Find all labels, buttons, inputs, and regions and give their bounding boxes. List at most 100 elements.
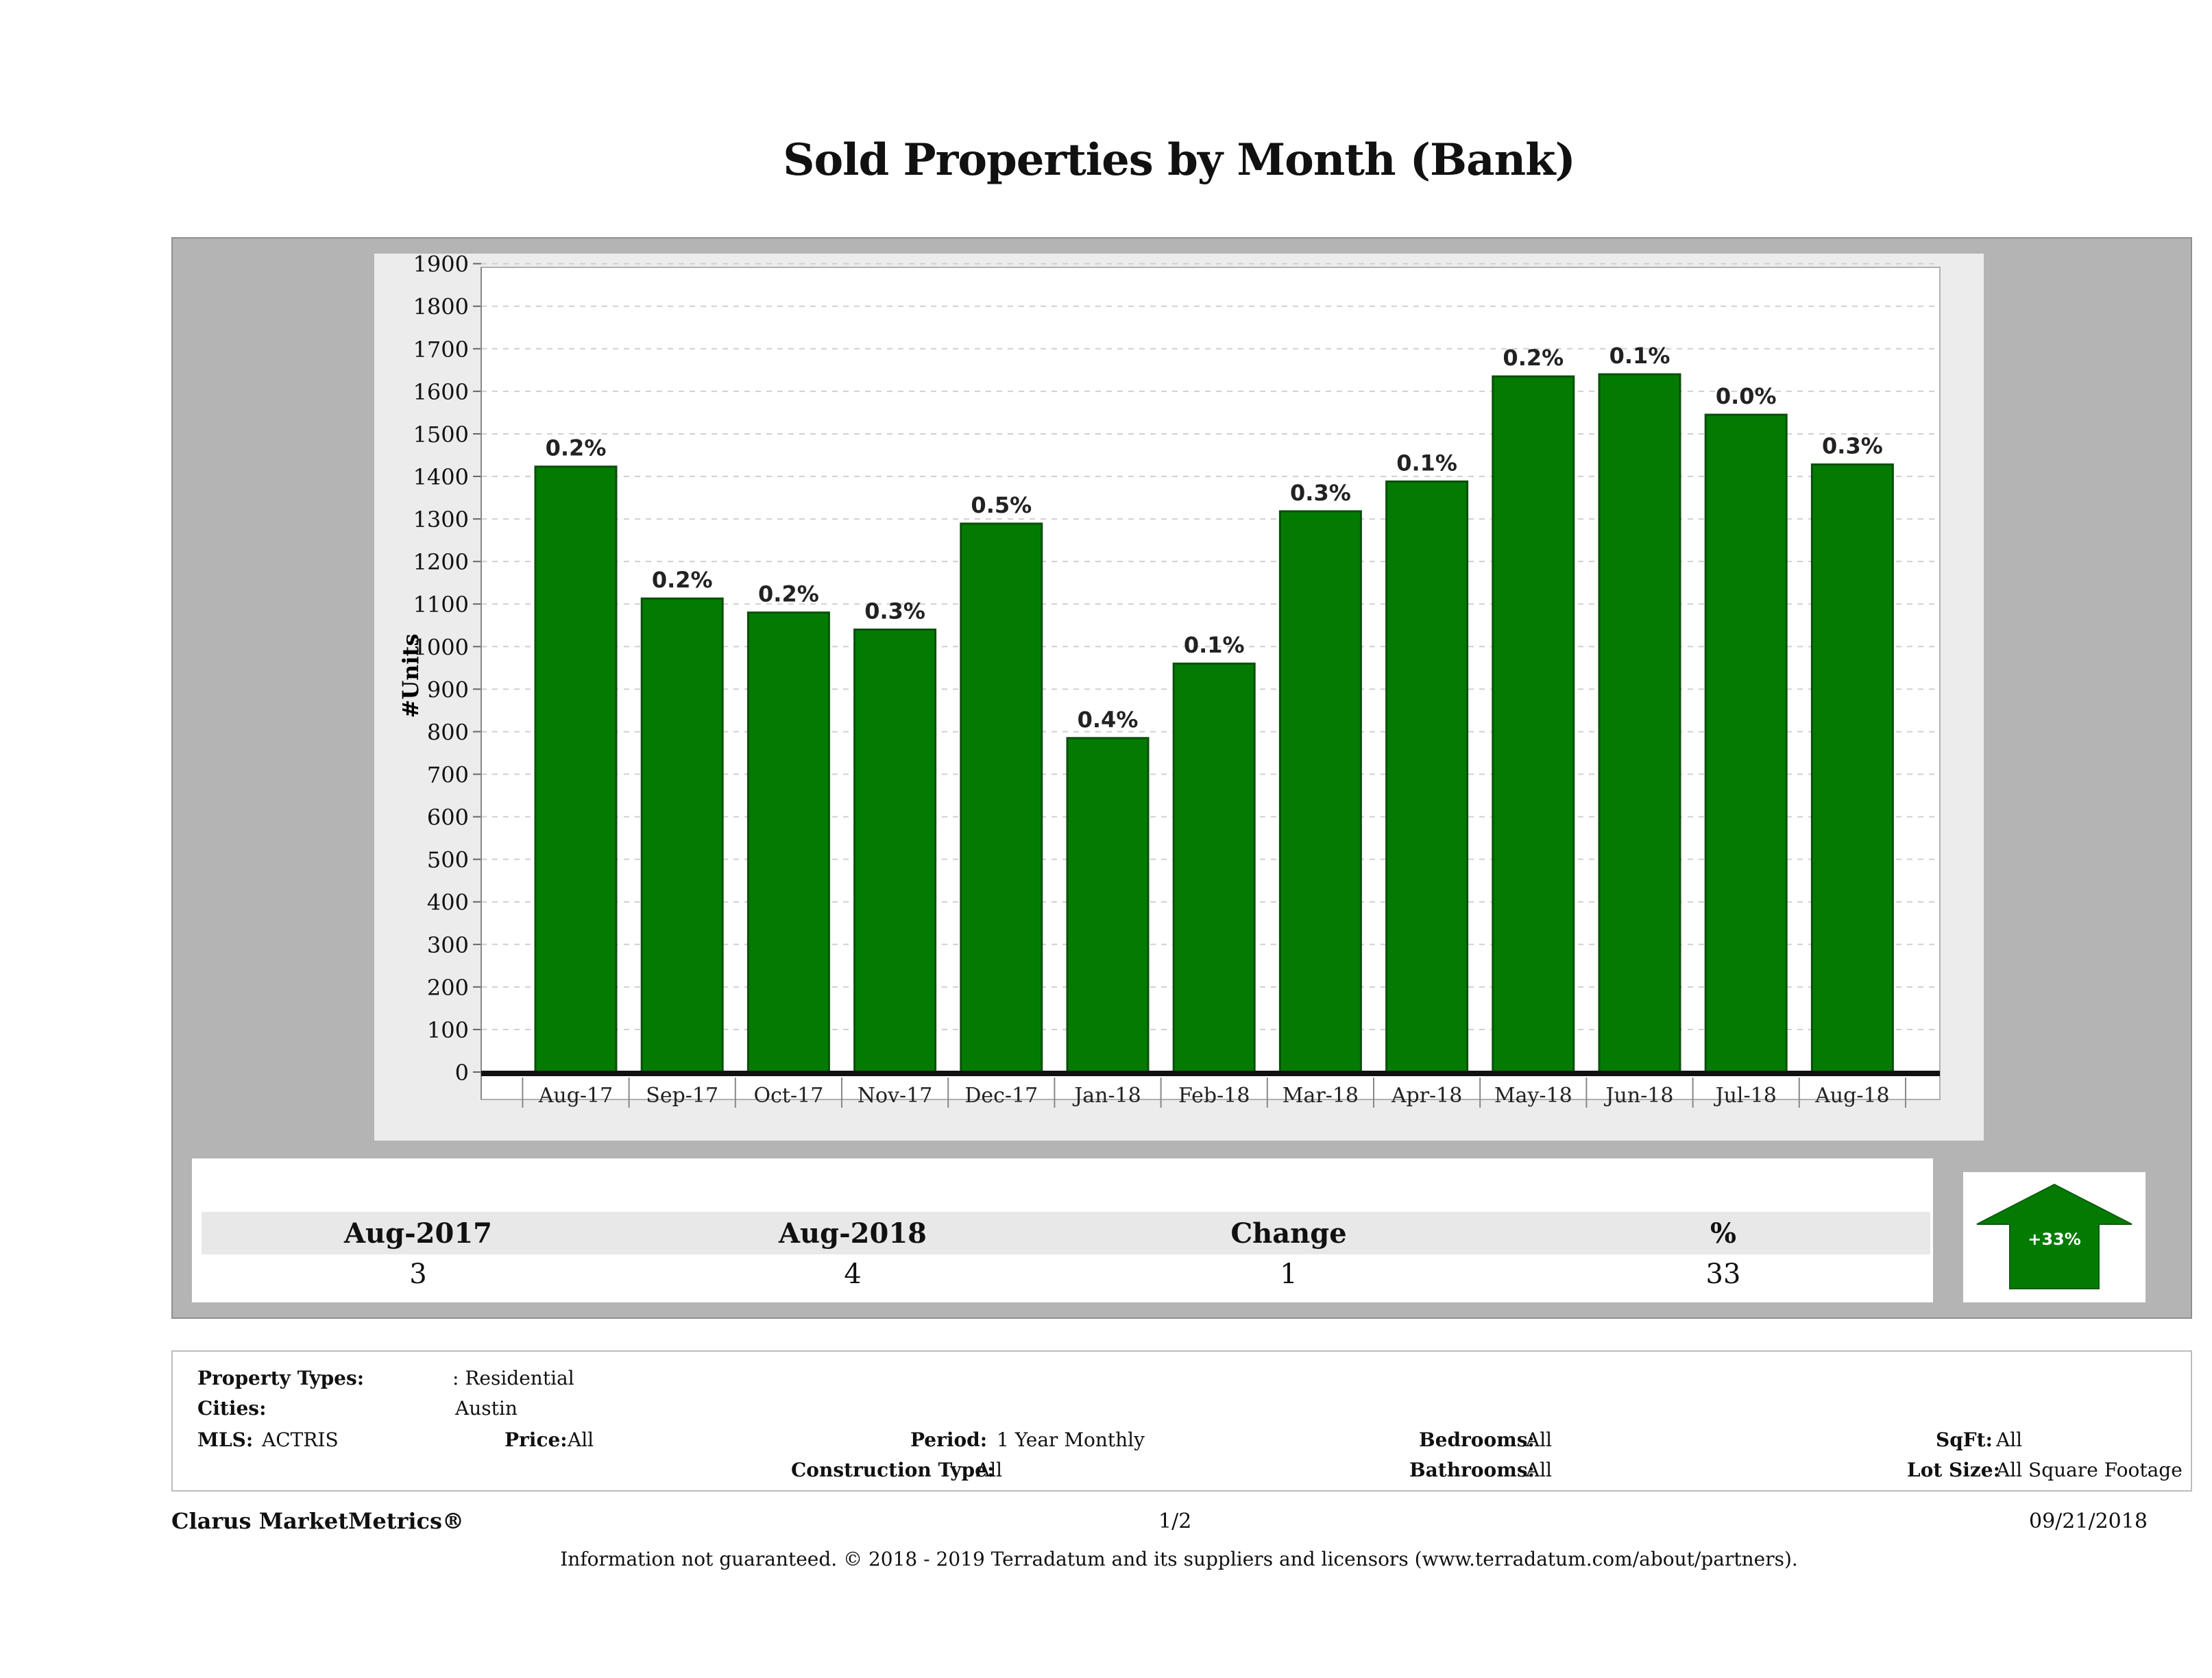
- sqft-value: All: [1996, 1428, 2023, 1451]
- x-tick-label: Jun-18: [1604, 1084, 1674, 1108]
- y-tick-label: 900: [427, 677, 469, 703]
- bedrooms-label: Bedrooms:: [1419, 1428, 1535, 1451]
- x-tick-label: Aug-17: [538, 1084, 613, 1108]
- bar-chart: 0.2% 0.2% 0.2% 0.3% 0.5% 0.4% 0.1% 0.3% 0.1% 0.2%…: [398, 254, 1941, 1108]
- period-label: Period:: [910, 1428, 988, 1451]
- x-tick-label: Oct-17: [754, 1084, 824, 1108]
- construction-type-value: All: [976, 1459, 1003, 1481]
- bathrooms-value: All: [1526, 1459, 1553, 1481]
- y-tick-label: 1500: [413, 422, 469, 448]
- brand-name: Clarus MarketMetrics®: [171, 1508, 465, 1534]
- y-tick-label: 1400: [413, 464, 469, 490]
- price-value: All: [568, 1428, 594, 1451]
- y-tick-label: 700: [427, 762, 469, 788]
- sqft-label: SqFt:: [1936, 1428, 1993, 1451]
- x-tick-label: Apr-18: [1391, 1084, 1463, 1108]
- bar-dec-17: [960, 522, 1043, 1073]
- data-labels: 0.2% 0.2% 0.2% 0.3% 0.5% 0.4% 0.1% 0.3% 0.1% 0.2%…: [546, 343, 1883, 733]
- x-axis: Aug-17 Sep-17 Oct-17 Nov-17 Dec-17 Jan-18 Feb-…: [481, 1071, 1940, 1108]
- summary-top-band: [202, 1167, 1930, 1212]
- y-axis-label: #Units: [398, 634, 424, 718]
- page-number: 1/2: [1158, 1509, 1192, 1533]
- property-types-value: : Residential: [452, 1367, 574, 1389]
- data-label: 0.3%: [864, 598, 925, 624]
- mls-value: ACTRIS: [262, 1428, 339, 1451]
- x-tick-label: Feb-18: [1178, 1084, 1250, 1108]
- report-date: 09/21/2018: [2029, 1509, 2148, 1533]
- y-tick-label: 300: [427, 932, 469, 958]
- cities-label: Cities:: [197, 1397, 267, 1420]
- bar-aug-18: [1810, 463, 1894, 1073]
- summary-header-row: Aug-2017 Aug-2018 Change %: [202, 1212, 1930, 1254]
- page-title: Sold Properties by Month (Bank): [783, 134, 1576, 186]
- y-tick-label: 0: [455, 1060, 469, 1086]
- data-label: 0.2%: [546, 435, 607, 461]
- bar-jun-18: [1598, 373, 1681, 1073]
- data-label: 0.2%: [1503, 345, 1564, 371]
- header-percent: %: [1710, 1217, 1736, 1250]
- y-tick-label: 500: [427, 847, 469, 873]
- summary-value-row: 3 4 1 33: [202, 1254, 1930, 1293]
- report-frame: 0.2% 0.2% 0.2% 0.3% 0.5% 0.4% 0.1% 0.3% 0.1% 0.2%…: [171, 237, 2192, 1319]
- period-value: 1 Year Monthly: [997, 1428, 1145, 1451]
- x-tick-label: Jan-18: [1072, 1084, 1141, 1108]
- bar-mar-18: [1278, 510, 1362, 1073]
- y-tick-label: 1300: [413, 507, 469, 533]
- bar-jan-18: [1066, 737, 1150, 1073]
- x-tick-label: Aug-18: [1814, 1084, 1890, 1108]
- y-tick-label: 100: [427, 1017, 469, 1043]
- price-label: Price:: [505, 1428, 568, 1451]
- value-percent: 33: [1705, 1258, 1741, 1290]
- y-tick-label: 1200: [413, 549, 469, 575]
- lot-size-value: All Square Footage: [1996, 1459, 2183, 1481]
- badge-percent-text: +33%: [2028, 1230, 2081, 1249]
- bar-sep-17: [640, 597, 724, 1073]
- value-aug-2017: 3: [409, 1258, 427, 1290]
- value-aug-2018: 4: [844, 1258, 862, 1290]
- bar-may-18: [1492, 375, 1575, 1073]
- x-tick-label: May-18: [1494, 1084, 1572, 1108]
- change-badge: +33%: [1963, 1172, 2146, 1302]
- up-arrow-icon: [1976, 1183, 2132, 1289]
- data-label: 0.0%: [1716, 383, 1777, 409]
- x-tick-label: Mar-18: [1283, 1084, 1359, 1108]
- property-types-label: Property Types:: [197, 1367, 365, 1389]
- bar-nov-17: [853, 628, 937, 1073]
- y-tick-label: 1700: [413, 337, 469, 363]
- cities-value: Austin: [455, 1397, 518, 1420]
- filter-panel: Property Types: : Residential Cities: Au…: [171, 1350, 2192, 1492]
- y-tick-label: 1800: [413, 294, 469, 320]
- x-tick-label: Nov-17: [858, 1084, 933, 1108]
- bathrooms-label: Bathrooms:: [1409, 1459, 1535, 1481]
- lot-size-label: Lot Size:: [1907, 1459, 2000, 1481]
- data-label: 0.3%: [1822, 433, 1883, 459]
- summary-table: Aug-2017 Aug-2018 Change % 3 4 1 33: [192, 1158, 1933, 1302]
- y-tick-label: 1100: [413, 592, 469, 618]
- y-tick-label: 1000: [413, 634, 469, 660]
- y-tick-label: 800: [427, 719, 469, 745]
- bars: [534, 373, 1894, 1073]
- bar-jul-18: [1704, 413, 1788, 1073]
- x-axis-line: [481, 1071, 1940, 1076]
- header-aug-2018: Aug-2018: [778, 1217, 927, 1250]
- data-label: 0.4%: [1078, 707, 1139, 733]
- x-tick-label: Dec-17: [964, 1084, 1038, 1108]
- x-tick-label: Sep-17: [646, 1084, 718, 1108]
- bar-oct-17: [746, 611, 830, 1073]
- bar-apr-18: [1385, 480, 1469, 1073]
- y-axis: 0 100 200 300 400 500 600 700 800 900 1000 1100 1200…: [413, 254, 482, 1099]
- data-label: 0.2%: [652, 567, 713, 593]
- data-label: 0.2%: [758, 581, 819, 607]
- value-change: 1: [1280, 1258, 1298, 1290]
- y-tick-label: 200: [427, 975, 469, 1001]
- construction-type-label: Construction Type:: [791, 1459, 995, 1481]
- bar-aug-17: [534, 465, 618, 1073]
- bar-feb-18: [1172, 662, 1256, 1073]
- y-tick-label: 400: [427, 890, 469, 916]
- y-tick-label: 1900: [413, 254, 469, 278]
- data-label: 0.1%: [1396, 450, 1457, 476]
- chart-panel: 0.2% 0.2% 0.2% 0.3% 0.5% 0.4% 0.1% 0.3% 0.1% 0.2%…: [374, 254, 1984, 1141]
- header-change: Change: [1230, 1217, 1347, 1250]
- bedrooms-value: All: [1526, 1428, 1553, 1451]
- mls-label: MLS:: [197, 1428, 254, 1451]
